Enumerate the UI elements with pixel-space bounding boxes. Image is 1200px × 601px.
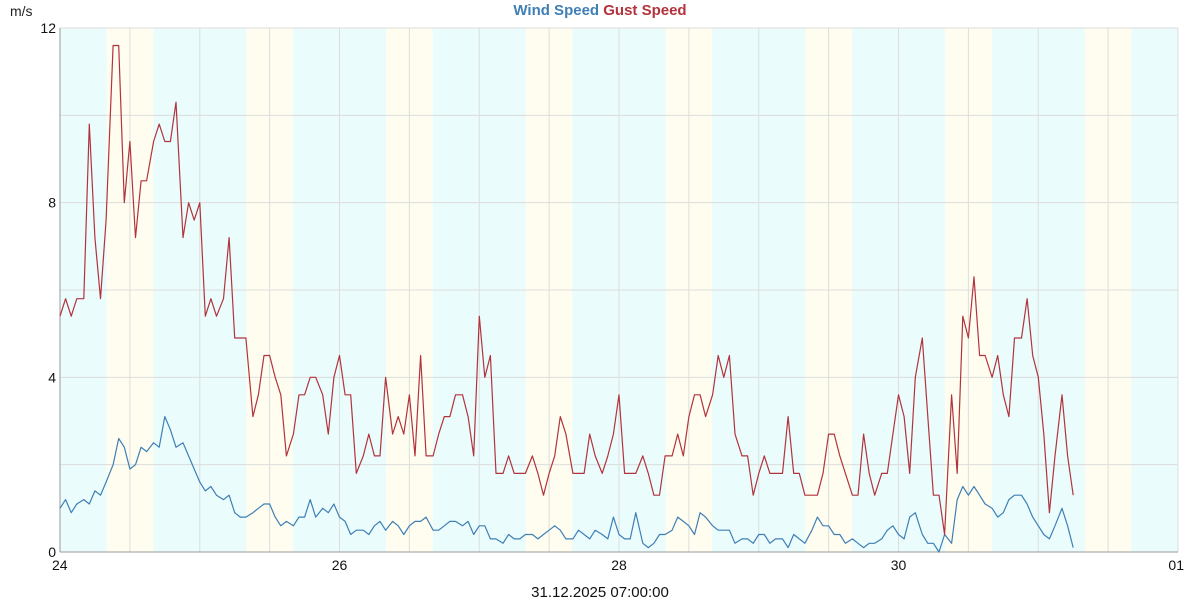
chart-legend: Wind Speed Gust Speed xyxy=(0,2,1200,19)
timestamp-label: 31.12.2025 07:00:00 xyxy=(531,584,669,601)
legend-wind-speed: Wind Speed xyxy=(513,2,600,19)
x-tick-label: 28 xyxy=(611,557,627,573)
x-tick-label: 26 xyxy=(332,557,348,573)
x-tick-label: 24 xyxy=(52,557,68,573)
y-axis-unit: m/s xyxy=(10,3,33,19)
x-tick-label: 01 xyxy=(1168,557,1184,573)
series-line-gust-speed xyxy=(59,44,1074,536)
y-tick-label: 4 xyxy=(48,369,56,385)
x-tick-label: 30 xyxy=(891,557,907,573)
y-tick-label: 0 xyxy=(48,544,56,560)
y-tick-label: 12 xyxy=(40,20,56,36)
series-line-wind-speed xyxy=(59,416,1074,553)
y-tick-label: 8 xyxy=(48,195,56,211)
legend-gust-speed: Gust Speed xyxy=(603,2,687,19)
